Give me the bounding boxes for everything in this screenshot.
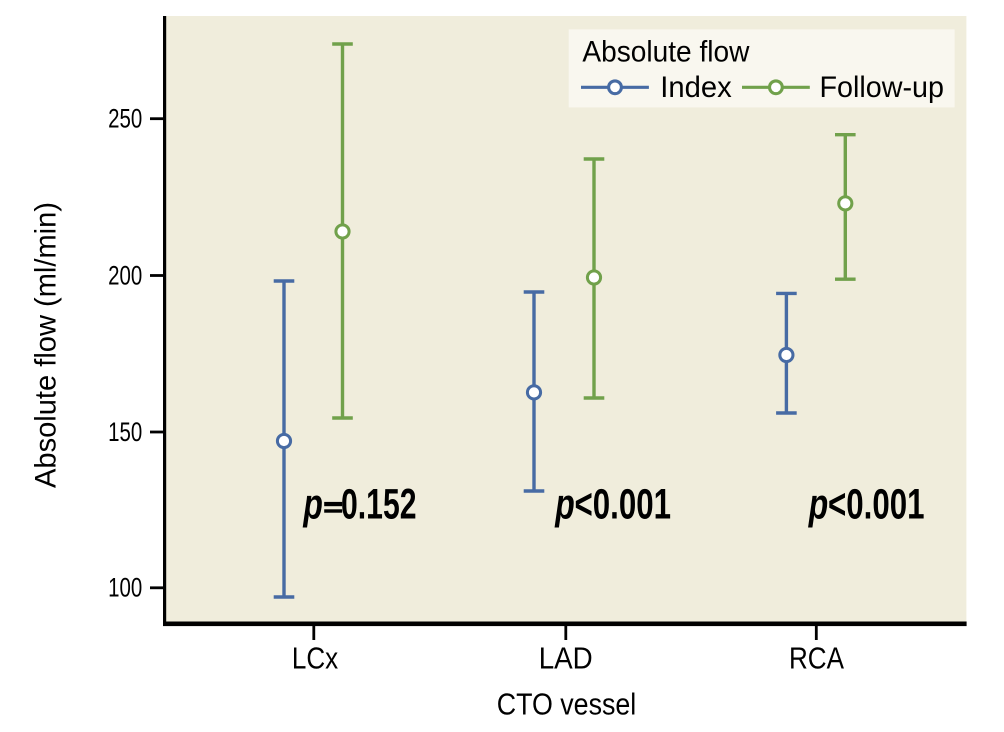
svg-text:CTO vessel: CTO vessel — [497, 686, 637, 721]
svg-text:Follow-up: Follow-up — [820, 71, 945, 104]
svg-text:<0.001: <0.001 — [575, 480, 672, 528]
svg-text:RCA: RCA — [789, 642, 845, 676]
svg-text:0.152: 0.152 — [341, 480, 417, 528]
svg-text:Absolute flow: Absolute flow — [582, 35, 749, 68]
svg-text:150: 150 — [108, 417, 142, 447]
svg-text:Absolute flow (ml/min): Absolute flow (ml/min) — [30, 202, 63, 488]
svg-text:100: 100 — [108, 573, 142, 603]
svg-text:p: p — [303, 480, 323, 528]
svg-text:p: p — [808, 480, 828, 528]
svg-text:200: 200 — [108, 260, 142, 290]
svg-text:Index: Index — [660, 71, 732, 104]
svg-text:250: 250 — [108, 104, 142, 134]
svg-text:<0.001: <0.001 — [828, 480, 925, 528]
svg-text:LAD: LAD — [539, 642, 593, 676]
svg-text:LCx: LCx — [292, 642, 338, 676]
svg-text:p: p — [554, 480, 574, 528]
